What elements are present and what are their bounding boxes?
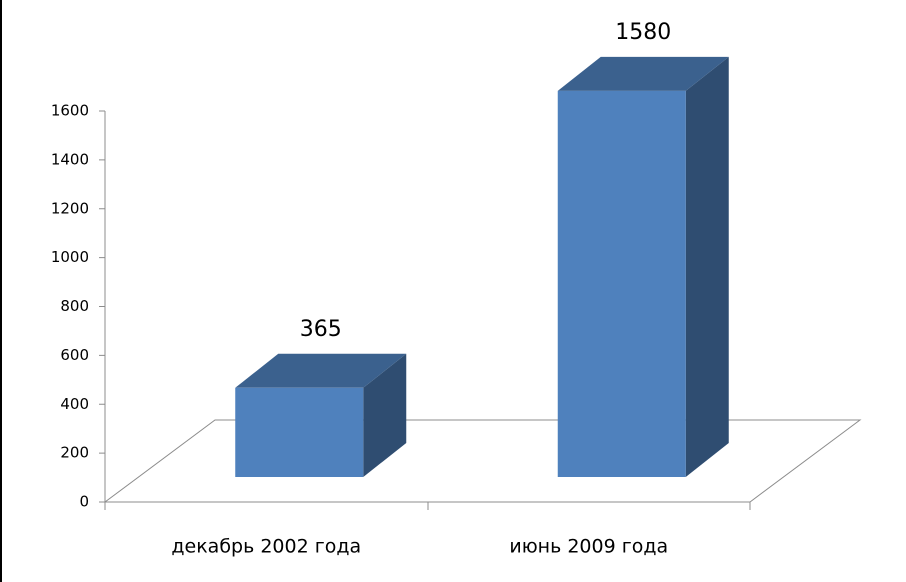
x-tick-label: июнь 2009 года (509, 536, 668, 558)
bar-side (685, 56, 729, 477)
y-tick-label: 0 (79, 493, 89, 511)
y-tick-label: 1200 (51, 199, 89, 217)
y-tick-label: 1400 (51, 150, 89, 168)
value-label: 1580 (615, 20, 671, 45)
floor (103, 419, 862, 503)
value-label: 365 (300, 317, 342, 342)
y-tick-label: 1000 (51, 248, 89, 266)
y-tick-label: 800 (60, 297, 89, 315)
y-tick-label: 200 (60, 444, 89, 462)
bar (557, 90, 686, 477)
bar (235, 387, 364, 477)
bar-top (235, 353, 407, 388)
bar-side (363, 353, 407, 477)
y-tick-label: 1600 (51, 102, 89, 120)
x-tick-label: декабрь 2002 года (171, 536, 361, 558)
y-tick-label: 600 (60, 346, 89, 364)
bar-top (557, 56, 729, 91)
y-tick-label: 400 (60, 395, 89, 413)
